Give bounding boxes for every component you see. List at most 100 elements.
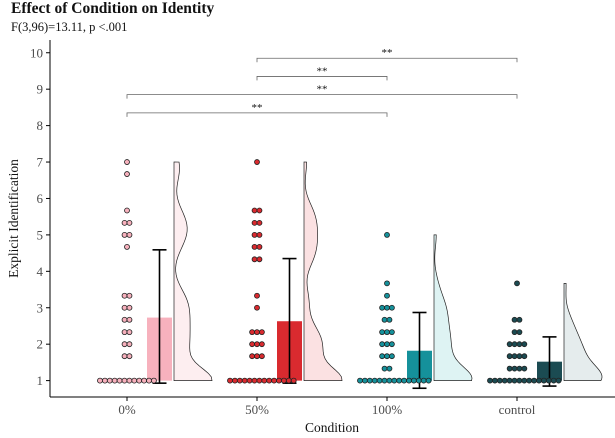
data-point bbox=[258, 353, 265, 360]
data-point bbox=[236, 377, 243, 384]
density-violin bbox=[173, 161, 213, 381]
data-point bbox=[379, 304, 386, 311]
data-point bbox=[384, 292, 390, 299]
data-point bbox=[116, 377, 123, 384]
data-point bbox=[256, 207, 263, 214]
data-point bbox=[126, 353, 133, 360]
data-point bbox=[388, 353, 395, 360]
data-point bbox=[126, 316, 133, 323]
data-point bbox=[514, 280, 520, 287]
data-point bbox=[516, 316, 523, 323]
data-point bbox=[124, 207, 130, 214]
y-axis-label: Explicit Identification bbox=[6, 159, 21, 278]
data-point bbox=[526, 377, 533, 384]
data-point bbox=[246, 377, 253, 384]
data-point bbox=[121, 304, 128, 311]
data-point bbox=[420, 377, 427, 384]
data-point bbox=[491, 377, 498, 384]
data-point bbox=[384, 341, 390, 348]
data-point bbox=[415, 377, 422, 384]
data-point bbox=[111, 377, 118, 384]
significance-label: ** bbox=[317, 84, 328, 96]
data-point bbox=[511, 329, 518, 336]
data-point bbox=[501, 377, 508, 384]
data-point bbox=[506, 341, 513, 348]
data-point bbox=[121, 231, 128, 238]
data-point bbox=[516, 353, 523, 360]
data-point bbox=[406, 377, 412, 384]
data-point bbox=[254, 292, 260, 299]
data-point bbox=[254, 341, 260, 348]
data-point bbox=[121, 292, 128, 299]
density-violin bbox=[563, 282, 603, 381]
data-point bbox=[388, 341, 395, 348]
data-point bbox=[376, 377, 383, 384]
data-point bbox=[371, 377, 378, 384]
data-point bbox=[521, 377, 528, 384]
data-point bbox=[276, 377, 282, 384]
y-tick-label: 3 bbox=[37, 300, 44, 315]
y-tick-label: 9 bbox=[37, 82, 44, 97]
data-point bbox=[121, 341, 128, 348]
data-point bbox=[381, 316, 388, 323]
significance-bracket bbox=[256, 57, 518, 63]
significance-label: ** bbox=[382, 47, 393, 59]
data-point bbox=[386, 365, 393, 372]
data-point bbox=[516, 329, 523, 336]
data-point bbox=[386, 316, 393, 323]
data-point bbox=[256, 244, 263, 250]
significance-bracket bbox=[256, 76, 388, 81]
data-point bbox=[136, 377, 143, 384]
data-point bbox=[531, 377, 537, 384]
y-tick-label: 7 bbox=[37, 155, 44, 170]
data-point bbox=[379, 329, 386, 336]
data-point bbox=[379, 341, 386, 348]
data-point bbox=[227, 377, 233, 384]
data-point bbox=[106, 377, 113, 384]
data-point bbox=[496, 377, 503, 384]
data-point bbox=[124, 159, 130, 165]
data-point bbox=[256, 219, 263, 226]
data-point bbox=[121, 353, 128, 360]
data-point bbox=[516, 365, 523, 372]
data-point bbox=[121, 316, 128, 323]
data-point bbox=[121, 219, 128, 226]
data-point bbox=[126, 231, 133, 238]
x-tick-label: 100% bbox=[372, 402, 403, 417]
significance-label: ** bbox=[252, 102, 263, 114]
data-point bbox=[384, 304, 390, 311]
data-point bbox=[126, 329, 133, 336]
data-point bbox=[261, 377, 268, 384]
data-point bbox=[511, 341, 518, 348]
data-point bbox=[249, 353, 256, 360]
data-point bbox=[254, 304, 260, 311]
data-point bbox=[249, 329, 256, 336]
data-point bbox=[150, 377, 157, 384]
x-tick-label: 50% bbox=[245, 402, 269, 417]
density-violin bbox=[303, 161, 343, 381]
data-point bbox=[511, 377, 518, 384]
data-point bbox=[254, 159, 260, 165]
y-tick-label: 10 bbox=[30, 45, 43, 60]
data-point bbox=[550, 377, 557, 384]
data-point bbox=[511, 365, 518, 372]
data-point bbox=[251, 219, 258, 226]
data-point bbox=[97, 377, 103, 384]
data-point bbox=[506, 365, 513, 372]
data-point bbox=[506, 353, 513, 360]
data-point bbox=[131, 377, 138, 384]
significance-label: ** bbox=[317, 65, 328, 77]
data-point bbox=[254, 329, 260, 336]
data-point bbox=[384, 280, 390, 287]
y-tick-label: 6 bbox=[37, 191, 44, 206]
data-point bbox=[541, 377, 547, 384]
data-point bbox=[251, 231, 258, 238]
data-point bbox=[410, 377, 417, 384]
data-point bbox=[391, 377, 398, 384]
data-point bbox=[249, 341, 256, 348]
data-point bbox=[254, 353, 260, 360]
data-point bbox=[251, 207, 258, 214]
data-point bbox=[361, 377, 368, 384]
data-point bbox=[516, 377, 523, 384]
